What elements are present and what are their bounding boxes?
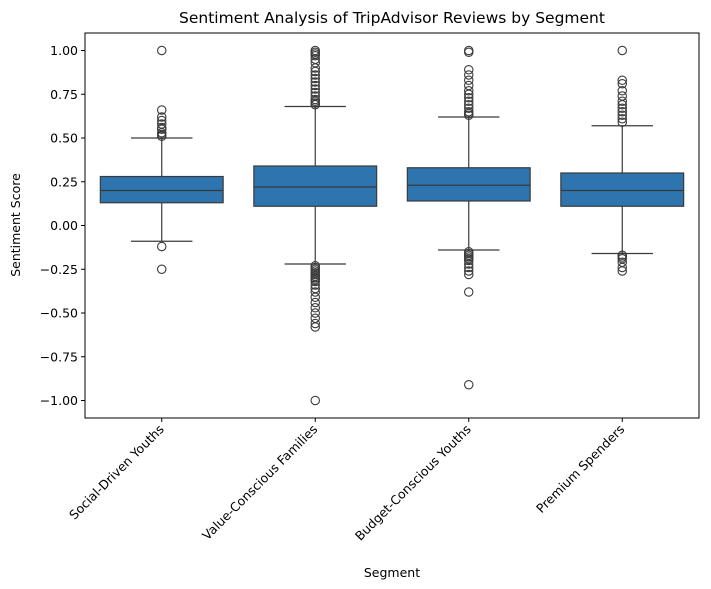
outlier-point — [617, 114, 627, 124]
box-iqr — [406, 167, 531, 202]
outlier-point — [463, 89, 474, 100]
outlier-point — [157, 131, 167, 142]
box-group — [560, 45, 685, 276]
outlier-point — [310, 297, 320, 308]
x-tick-label: Budget-Conscious Youths — [352, 422, 474, 544]
y-tick-label: 0.25 — [50, 174, 78, 189]
outlier-point — [617, 110, 627, 121]
box-group — [99, 45, 224, 274]
outlier-point — [310, 84, 320, 94]
y-tick-label: −1.00 — [40, 393, 78, 408]
outlier-point — [617, 75, 627, 86]
x-tick-label: Value-Conscious Families — [199, 422, 320, 543]
outlier-point — [310, 80, 320, 91]
outlier-point — [463, 259, 474, 269]
outlier-point — [310, 70, 320, 80]
outlier-point — [310, 395, 320, 406]
outlier-point — [463, 379, 474, 390]
y-tick-label: 0.00 — [50, 218, 78, 233]
outlier-point — [463, 96, 474, 107]
outlier-point — [310, 73, 320, 84]
outlier-point — [463, 269, 474, 280]
outlier-point — [157, 45, 167, 56]
outlier-point — [617, 100, 627, 110]
box-group — [406, 45, 531, 390]
outlier-point — [463, 287, 474, 297]
outlier-point — [617, 79, 627, 89]
x-axis-label: Segment — [364, 565, 420, 580]
outlier-point — [310, 302, 320, 313]
outlier-point — [310, 322, 320, 332]
y-tick-label: −0.75 — [40, 349, 78, 364]
outlier-point — [617, 262, 627, 273]
y-tick-label: 0.50 — [50, 131, 78, 146]
box-iqr — [99, 175, 224, 204]
outlier-point — [463, 110, 474, 121]
outlier-point — [463, 255, 474, 266]
y-axis: 1.00 0.75 0.50 0.25 0.00 −0.25 −0.50 −0.75 −1.00 — [40, 43, 85, 408]
outlier-point — [310, 292, 320, 302]
box-group — [253, 45, 378, 406]
outlier-point — [310, 287, 320, 297]
outlier-point — [463, 70, 474, 80]
outlier-point — [310, 318, 320, 329]
outlier-point — [463, 75, 474, 86]
outlier-point — [310, 308, 320, 318]
outlier-point — [157, 124, 167, 135]
outlier-point — [463, 262, 474, 273]
outlier-point — [617, 103, 627, 114]
outlier-point — [310, 280, 320, 290]
outlier-point — [310, 100, 320, 110]
outlier-point — [157, 112, 167, 122]
box-iqr — [560, 172, 685, 207]
outlier-point — [310, 50, 320, 61]
outlier-point — [617, 107, 627, 117]
outlier-point — [157, 241, 167, 252]
x-tick-label: Premium Spenders — [533, 422, 627, 516]
outlier-point — [463, 86, 474, 96]
outlier-point — [463, 103, 474, 114]
outlier-point — [617, 266, 627, 276]
y-tick-label: 0.75 — [50, 87, 78, 102]
outlier-point — [310, 63, 320, 73]
plot-frame — [84, 32, 700, 419]
outlier-point — [310, 276, 320, 287]
x-tick-label: Social-Driven Youths — [66, 422, 167, 523]
outlier-point — [617, 117, 627, 128]
outlier-point — [463, 65, 474, 75]
outlier-point — [310, 66, 320, 77]
x-axis: Social-Driven Youths Value-Conscious Fami… — [66, 418, 627, 544]
outlier-point — [617, 86, 627, 96]
outlier-point — [157, 264, 167, 274]
outlier-point — [310, 77, 320, 87]
y-tick-label: −0.50 — [40, 306, 78, 321]
y-tick-label: 1.00 — [50, 43, 78, 58]
outlier-point — [617, 96, 627, 107]
y-axis-label: Sentiment Score — [8, 173, 23, 277]
outlier-point — [157, 105, 167, 115]
y-tick-label: −0.25 — [40, 262, 78, 277]
outlier-point — [463, 266, 474, 276]
box-iqr — [253, 165, 378, 207]
outlier-point — [463, 47, 474, 57]
outlier-point — [617, 45, 627, 56]
chart-title: Sentiment Analysis of TripAdvisor Review… — [179, 9, 605, 27]
outlier-point — [463, 93, 474, 103]
